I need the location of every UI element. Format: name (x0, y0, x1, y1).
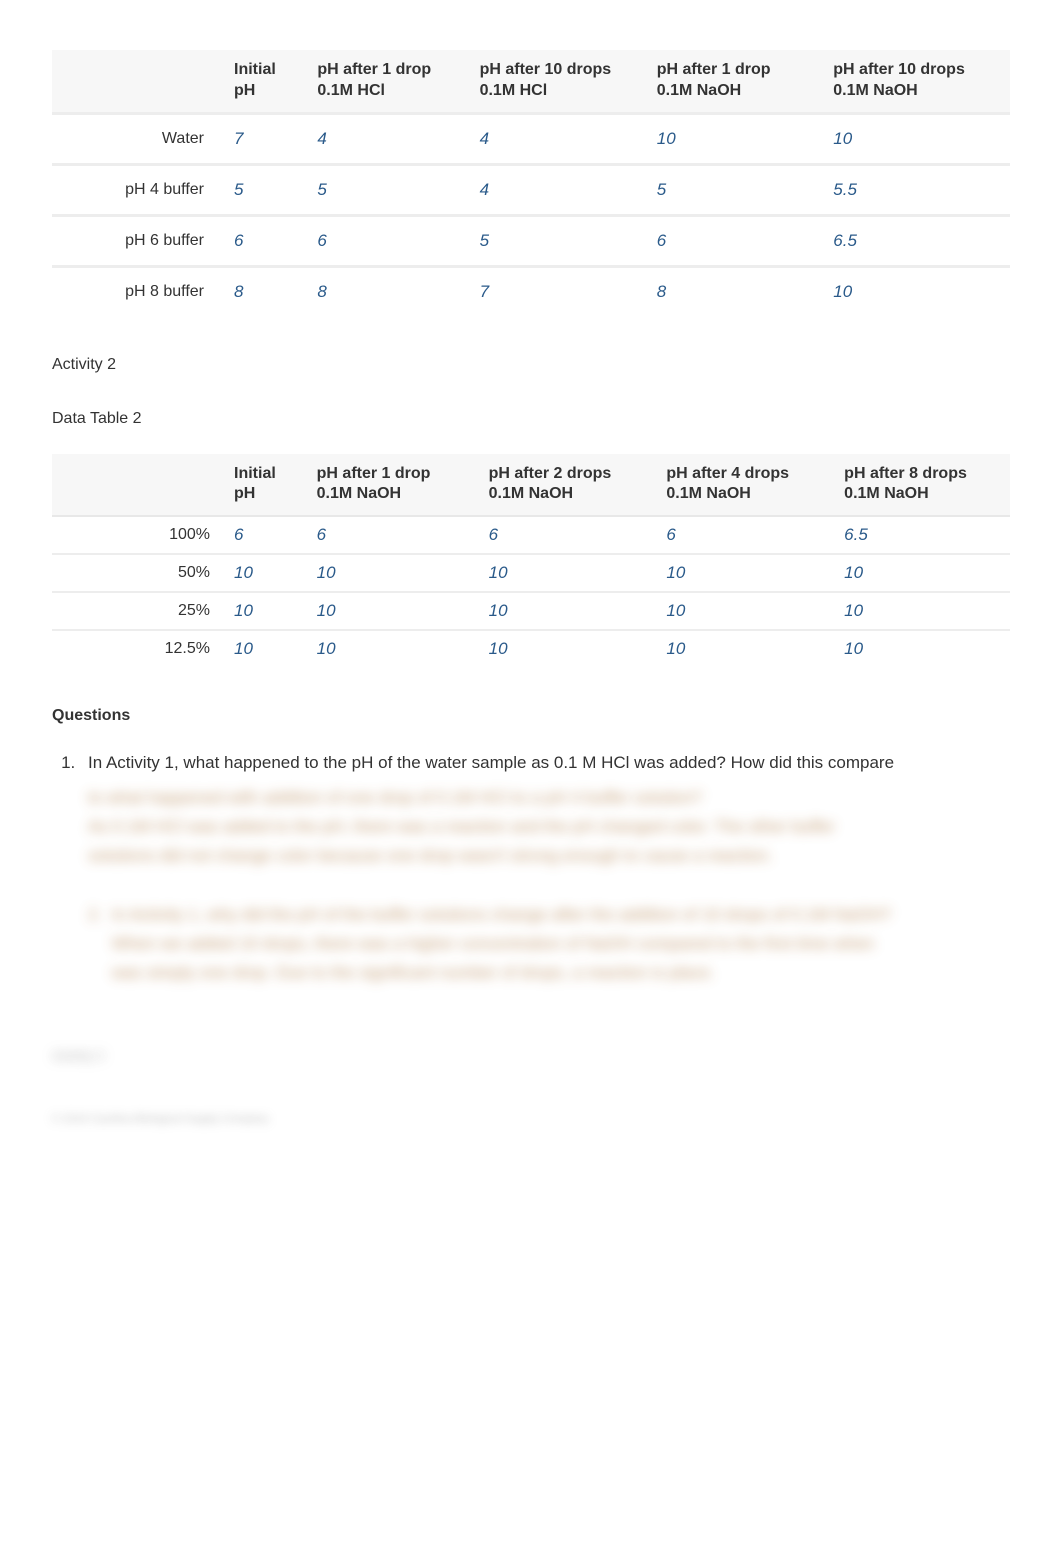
t2-cell: 6 (654, 516, 832, 554)
t1-cell: 6 (222, 215, 305, 266)
questions-heading: Questions (52, 707, 1010, 725)
t1-col-10drop-hcl: pH after 10 drops 0.1M HCl (468, 50, 645, 113)
table-row: 25% 10 10 10 10 10 (52, 592, 1010, 630)
t2-cell: 6 (222, 516, 305, 554)
t2-col-empty (52, 454, 222, 517)
t2-cell: 10 (305, 554, 477, 592)
t2-cell: 10 (477, 630, 655, 667)
question-1: In Activity 1, what happened to the pH o… (80, 749, 1010, 871)
t1-cell: 4 (305, 113, 467, 164)
t2-cell: 10 (477, 592, 655, 630)
table-row: pH 4 buffer 5 5 4 5 5.5 (52, 164, 1010, 215)
t2-cell: 10 (832, 592, 1010, 630)
t1-cell: 4 (468, 113, 645, 164)
t2-cell: 10 (654, 592, 832, 630)
t1-row-label: pH 6 buffer (52, 215, 222, 266)
t1-cell: 6.5 (821, 215, 1010, 266)
t1-cell: 7 (222, 113, 305, 164)
t1-cell: 8 (645, 266, 822, 316)
t1-cell: 10 (645, 113, 822, 164)
table-row: pH 8 buffer 8 8 7 8 10 (52, 266, 1010, 316)
t1-cell: 8 (222, 266, 305, 316)
t1-cell: 10 (821, 266, 1010, 316)
t2-cell: 6 (477, 516, 655, 554)
t1-cell: 5.5 (821, 164, 1010, 215)
t2-cell: 10 (222, 592, 305, 630)
t2-cell: 6 (305, 516, 477, 554)
t1-row-label: pH 4 buffer (52, 164, 222, 215)
t2-cell: 10 (832, 630, 1010, 667)
t1-cell: 6 (645, 215, 822, 266)
t1-col-1drop-naoh: pH after 1 drop 0.1M NaOH (645, 50, 822, 113)
t1-col-initial: Initial pH (222, 50, 305, 113)
t2-cell: 10 (654, 630, 832, 667)
q1-hidden-text: to what happened with addition of one dr… (88, 784, 1010, 871)
t1-cell: 5 (468, 215, 645, 266)
t2-row-label: 100% (52, 516, 222, 554)
table-row: 12.5% 10 10 10 10 10 (52, 630, 1010, 667)
t2-cell: 10 (305, 630, 477, 667)
t2-col-initial: Initial pH (222, 454, 305, 517)
t2-row-label: 50% (52, 554, 222, 592)
t1-cell: 4 (468, 164, 645, 215)
t1-col-1drop-hcl: pH after 1 drop 0.1M HCl (305, 50, 467, 113)
t1-cell: 6 (305, 215, 467, 266)
t1-row-label: Water (52, 113, 222, 164)
t2-cell: 6.5 (832, 516, 1010, 554)
t1-cell: 10 (821, 113, 1010, 164)
table-row: Water 7 4 4 10 10 (52, 113, 1010, 164)
copyright-footer: © 2016 Carolina Biological Supply Compan… (52, 1113, 1010, 1125)
t1-cell: 7 (468, 266, 645, 316)
t2-row-label: 12.5% (52, 630, 222, 667)
t1-col-10drop-naoh: pH after 10 drops 0.1M NaOH (821, 50, 1010, 113)
t1-col-empty (52, 50, 222, 113)
question-2-hidden: 2. In Activity 1, why did the pH of the … (52, 901, 1010, 988)
t2-cell: 10 (477, 554, 655, 592)
table-row: 100% 6 6 6 6 6.5 (52, 516, 1010, 554)
table-row: 50% 10 10 10 10 10 (52, 554, 1010, 592)
activity-3-hidden: Activity 3 (52, 1048, 1010, 1063)
questions-list: In Activity 1, what happened to the pH o… (52, 749, 1010, 871)
data-table-2: Initial pH pH after 1 drop 0.1M NaOH pH … (52, 454, 1010, 668)
t2-col-4drop: pH after 4 drops 0.1M NaOH (654, 454, 832, 517)
table-row: pH 6 buffer 6 6 5 6 6.5 (52, 215, 1010, 266)
t1-cell: 8 (305, 266, 467, 316)
data-table-1: Initial pH pH after 1 drop 0.1M HCl pH a… (52, 50, 1010, 316)
data-table-2-heading: Data Table 2 (52, 410, 1010, 428)
t2-cell: 10 (222, 554, 305, 592)
t2-row-label: 25% (52, 592, 222, 630)
t2-cell: 10 (654, 554, 832, 592)
t2-cell: 10 (222, 630, 305, 667)
t1-cell: 5 (645, 164, 822, 215)
t2-col-2drop: pH after 2 drops 0.1M NaOH (477, 454, 655, 517)
q1-visible-text: In Activity 1, what happened to the pH o… (88, 753, 894, 772)
activity-2-heading: Activity 2 (52, 356, 1010, 374)
t1-cell: 5 (222, 164, 305, 215)
t1-cell: 5 (305, 164, 467, 215)
t2-cell: 10 (832, 554, 1010, 592)
t2-cell: 10 (305, 592, 477, 630)
t2-col-1drop: pH after 1 drop 0.1M NaOH (305, 454, 477, 517)
t1-row-label: pH 8 buffer (52, 266, 222, 316)
t2-col-8drop: pH after 8 drops 0.1M NaOH (832, 454, 1010, 517)
